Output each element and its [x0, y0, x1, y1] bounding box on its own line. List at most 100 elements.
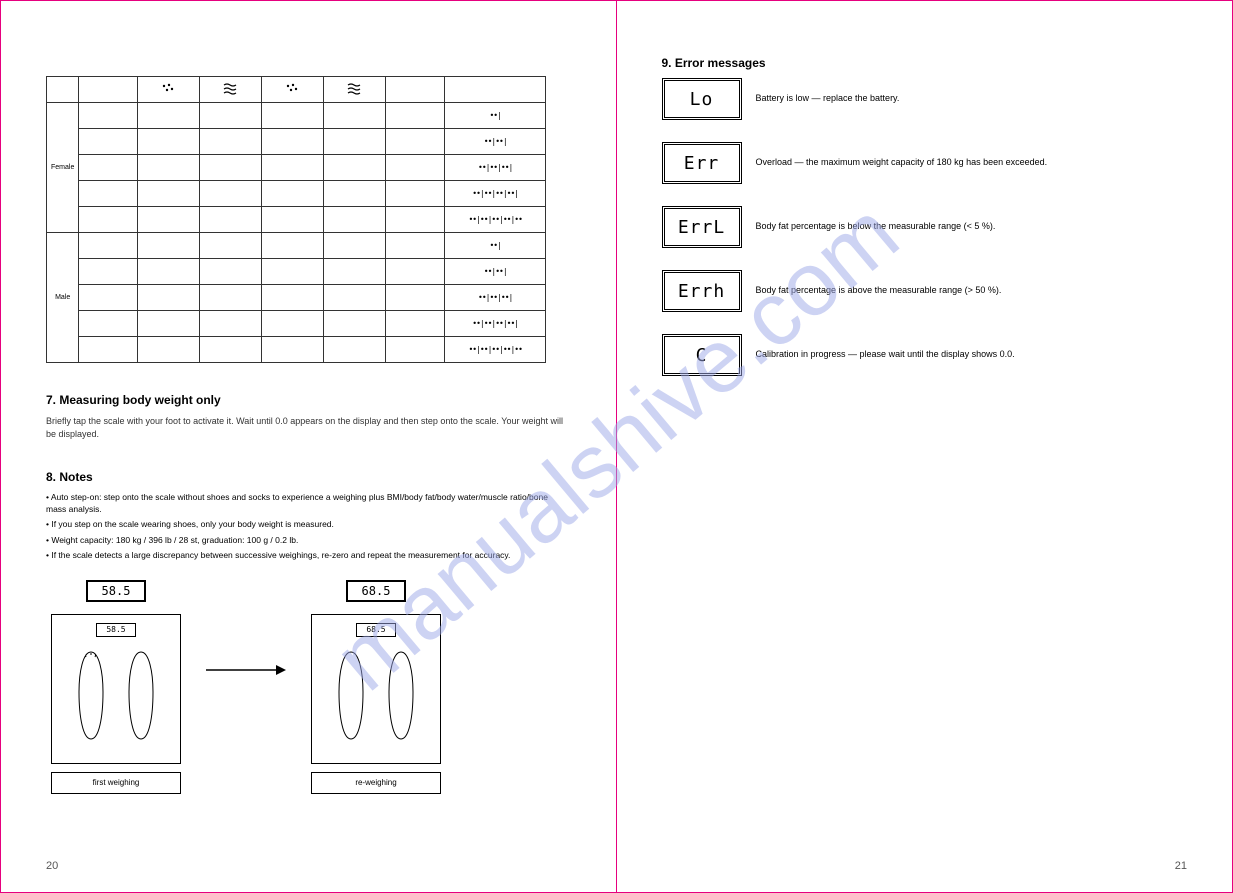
error-row: Lo Battery is low — replace the battery.: [662, 78, 1188, 120]
scale-unit-left: 58.5 58.5 first weighing: [46, 580, 186, 794]
left-page: Female ••| ••|••| ••|••|••| ••|••|••|••|…: [1, 1, 617, 892]
bar-indicator: ••|••|••|••|: [445, 311, 546, 337]
cell: [262, 129, 324, 155]
arrow: [206, 580, 286, 680]
bar-indicator: ••|••|: [445, 129, 546, 155]
cell: [324, 155, 386, 181]
cell: [79, 103, 138, 129]
cell: [79, 129, 138, 155]
cell: [79, 259, 138, 285]
cell: [200, 103, 262, 129]
col-header-icon: [262, 77, 324, 103]
section-7-body: Briefly tap the scale with your foot to …: [46, 415, 571, 440]
cell: [262, 233, 324, 259]
cell: [79, 311, 138, 337]
cell: [262, 207, 324, 233]
lcd-error-display: Errh: [662, 270, 742, 312]
cell: [386, 259, 445, 285]
bar-indicator: ••|••|: [445, 259, 546, 285]
cell: [262, 181, 324, 207]
bar-indicator: ••|••|••|: [445, 285, 546, 311]
cell: [386, 207, 445, 233]
bar-indicator: ••|••|••|: [445, 155, 546, 181]
error-row: Err Overload — the maximum weight capaci…: [662, 142, 1188, 184]
error-description: Battery is low — replace the battery.: [756, 93, 900, 105]
right-page: 9. Error messages Lo Battery is low — re…: [617, 1, 1233, 892]
note-item: • Auto step-on: step onto the scale with…: [46, 492, 571, 515]
cell: [200, 181, 262, 207]
cell: [79, 207, 138, 233]
waves-icon: [221, 81, 241, 95]
foot-icon: [381, 647, 421, 742]
error-description: Body fat percentage is above the measura…: [756, 285, 1002, 297]
cell: [200, 233, 262, 259]
row-group-label: Female: [47, 103, 79, 233]
cell: [386, 233, 445, 259]
cell: [386, 311, 445, 337]
cell: [386, 129, 445, 155]
col-header: [79, 77, 138, 103]
cell: [200, 207, 262, 233]
cell: [138, 233, 200, 259]
note-item: • Weight capacity: 180 kg / 396 lb / 28 …: [46, 535, 571, 546]
cell: [79, 285, 138, 311]
lcd-error-display: Err: [662, 142, 742, 184]
bar-indicator: ••|••|••|••|••: [445, 337, 546, 363]
lcd-display-small: 58.5: [96, 623, 136, 637]
section-9-heading: 9. Error messages: [662, 56, 1188, 70]
row-group-label: Male: [47, 233, 79, 363]
error-description: Calibration in progress — please wait un…: [756, 349, 1015, 361]
cell: [386, 155, 445, 181]
cell: [262, 311, 324, 337]
lcd-display-large: 68.5: [346, 580, 406, 602]
scale-outline: 58.5: [51, 614, 181, 764]
cell: [262, 259, 324, 285]
cell: [262, 285, 324, 311]
error-description: Overload — the maximum weight capacity o…: [756, 157, 1048, 169]
arrow-icon: [206, 660, 286, 680]
cell: [200, 155, 262, 181]
cell: [200, 337, 262, 363]
col-header: [386, 77, 445, 103]
lcd-error-display: Lo: [662, 78, 742, 120]
cell: [138, 311, 200, 337]
col-header-icon: [200, 77, 262, 103]
cell: [324, 337, 386, 363]
cell: [262, 103, 324, 129]
cell: [200, 285, 262, 311]
cell: [386, 181, 445, 207]
notes-list: • Auto step-on: step onto the scale with…: [46, 492, 571, 561]
dots-icon: [283, 81, 303, 95]
foot-icon: [331, 647, 371, 742]
bar-indicator: ••|••|••|••|••: [445, 207, 546, 233]
cell: [138, 337, 200, 363]
cell: [324, 311, 386, 337]
cell: [200, 311, 262, 337]
cell: [386, 285, 445, 311]
page-spread: Female ••| ••|••| ••|••|••| ••|••|••|••|…: [0, 0, 1233, 893]
col-header: [445, 77, 546, 103]
error-row: C Calibration in progress — please wait …: [662, 334, 1188, 376]
reference-table: Female ••| ••|••| ••|••|••| ••|••|••|••|…: [46, 76, 546, 363]
note-item: • If you step on the scale wearing shoes…: [46, 519, 571, 530]
scale-caption: first weighing: [51, 772, 181, 794]
cell: [324, 285, 386, 311]
lcd-display-small: 68.5: [356, 623, 396, 637]
bar-indicator: ••|: [445, 233, 546, 259]
error-row: ErrL Body fat percentage is below the me…: [662, 206, 1188, 248]
cell: [200, 129, 262, 155]
cell: [138, 207, 200, 233]
col-header-icon: [324, 77, 386, 103]
cell: [79, 233, 138, 259]
cell: [324, 181, 386, 207]
scale-diagram: 58.5 58.5 first weighing 68.5 68.5: [46, 580, 571, 794]
cell: [324, 103, 386, 129]
dots-icon: [159, 81, 179, 95]
section-8-heading: 8. Notes: [46, 470, 571, 484]
note-item: • If the scale detects a large discrepan…: [46, 550, 571, 561]
cell: [200, 259, 262, 285]
cell: [262, 337, 324, 363]
section-7-heading: 7. Measuring body weight only: [46, 393, 571, 407]
cell: [79, 181, 138, 207]
foot-icon: [71, 647, 111, 742]
